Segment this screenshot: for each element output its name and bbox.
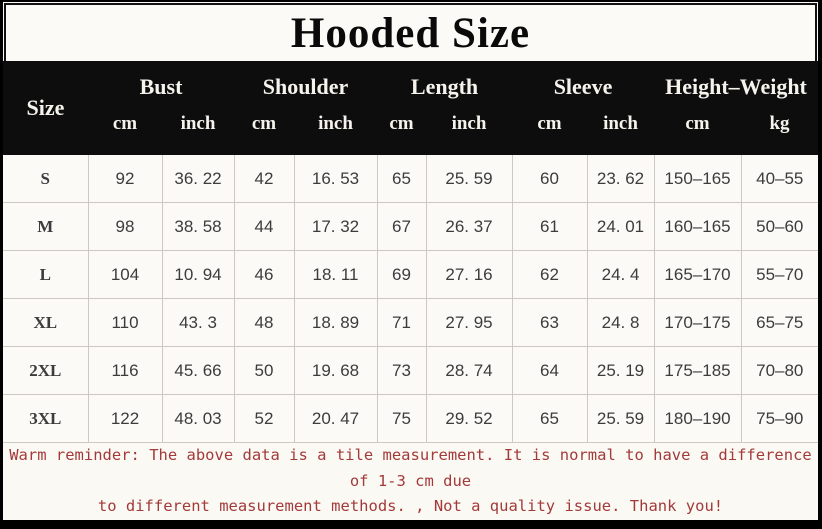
table-cell: 75–90 bbox=[740, 394, 818, 444]
table-cell: 17. 32 bbox=[293, 202, 378, 252]
unit-header: kg bbox=[741, 113, 818, 156]
table-cell: 38. 58 bbox=[161, 202, 235, 252]
table-row: S 92 36. 22 42 16. 53 65 25. 59 60 23. 6… bbox=[3, 155, 818, 204]
size-label: XL bbox=[3, 298, 89, 348]
table-cell: 25. 19 bbox=[586, 346, 655, 396]
table-row: M 98 38. 58 44 17. 32 67 26. 37 61 24. 0… bbox=[3, 202, 818, 252]
col-header-sleeve: Sleeve bbox=[512, 61, 655, 114]
table-cell: 65 bbox=[376, 155, 427, 204]
table-row: 2XL 116 45. 66 50 19. 68 73 28. 74 64 25… bbox=[3, 346, 818, 396]
table-cell: 25. 59 bbox=[586, 394, 655, 444]
table-cell: 62 bbox=[511, 250, 588, 300]
table-cell: 64 bbox=[511, 346, 588, 396]
table-cell: 150–165 bbox=[653, 155, 742, 204]
table-cell: 45. 66 bbox=[161, 346, 235, 396]
size-label: M bbox=[3, 202, 89, 252]
table-cell: 65 bbox=[511, 394, 588, 444]
chart-title: Hooded Size bbox=[290, 9, 531, 57]
unit-header: cm bbox=[88, 113, 162, 156]
table-cell: 116 bbox=[87, 346, 163, 396]
table-cell: 67 bbox=[376, 202, 427, 252]
table-cell: 42 bbox=[233, 155, 295, 204]
table-cell: 27. 95 bbox=[425, 298, 513, 348]
table-cell: 50 bbox=[233, 346, 295, 396]
size-label: S bbox=[3, 155, 89, 204]
chart-title-box: Hooded Size bbox=[4, 3, 817, 62]
table-body: S 92 36. 22 42 16. 53 65 25. 59 60 23. 6… bbox=[3, 155, 818, 444]
table-cell: 16. 53 bbox=[293, 155, 378, 204]
table-cell: 60 bbox=[511, 155, 588, 204]
table-cell: 63 bbox=[511, 298, 588, 348]
table-cell: 27. 16 bbox=[425, 250, 513, 300]
table-cell: 50–60 bbox=[740, 202, 818, 252]
table-cell: 40–55 bbox=[740, 155, 818, 204]
table-cell: 43. 3 bbox=[161, 298, 235, 348]
table-cell: 55–70 bbox=[740, 250, 818, 300]
table-cell: 69 bbox=[376, 250, 427, 300]
table-cell: 18. 11 bbox=[293, 250, 378, 300]
unit-header-row: cm inch cm inch cm inch cm inch cm kg bbox=[3, 113, 818, 156]
unit-header: cm bbox=[377, 113, 427, 156]
table-cell: 92 bbox=[87, 155, 163, 204]
unit-header: inch bbox=[587, 113, 655, 156]
table-cell: 26. 37 bbox=[425, 202, 513, 252]
table-cell: 29. 52 bbox=[425, 394, 513, 444]
unit-header: inch bbox=[162, 113, 235, 156]
unit-header: inch bbox=[426, 113, 513, 156]
table-cell: 104 bbox=[87, 250, 163, 300]
table-cell: 75 bbox=[376, 394, 427, 444]
table-cell: 98 bbox=[87, 202, 163, 252]
table-cell: 24. 4 bbox=[586, 250, 655, 300]
warm-reminder-note: Warm reminder: The above data is a tile … bbox=[3, 443, 818, 520]
table-cell: 18. 89 bbox=[293, 298, 378, 348]
warm-reminder-line1: Warm reminder: The above data is a tile … bbox=[9, 446, 812, 490]
table-cell: 48. 03 bbox=[161, 394, 235, 444]
table-cell: 23. 62 bbox=[586, 155, 655, 204]
table-cell: 46 bbox=[233, 250, 295, 300]
col-header-bust: Bust bbox=[88, 61, 235, 114]
table-cell: 44 bbox=[233, 202, 295, 252]
table-row: XL 110 43. 3 48 18. 89 71 27. 95 63 24. … bbox=[3, 298, 818, 348]
unit-header: cm bbox=[234, 113, 295, 156]
size-label: 3XL bbox=[3, 394, 89, 444]
col-header-height-weight: Height–Weight bbox=[654, 61, 818, 114]
table-header: Size Bust Shoulder Length Sleeve Height–… bbox=[3, 61, 818, 156]
size-table: Size Bust Shoulder Length Sleeve Height–… bbox=[3, 61, 818, 444]
table-cell: 25. 59 bbox=[425, 155, 513, 204]
col-header-length: Length bbox=[377, 61, 513, 114]
table-row: L 104 10. 94 46 18. 11 69 27. 16 62 24. … bbox=[3, 250, 818, 300]
table-cell: 160–165 bbox=[653, 202, 742, 252]
unit-header: cm bbox=[654, 113, 742, 156]
table-cell: 10. 94 bbox=[161, 250, 235, 300]
col-header-size: Size bbox=[3, 61, 88, 156]
table-cell: 36. 22 bbox=[161, 155, 235, 204]
table-cell: 20. 47 bbox=[293, 394, 378, 444]
table-cell: 24. 8 bbox=[586, 298, 655, 348]
group-header-row: Size Bust Shoulder Length Sleeve Height–… bbox=[3, 61, 818, 156]
size-label: 2XL bbox=[3, 346, 89, 396]
table-cell: 19. 68 bbox=[293, 346, 378, 396]
size-label: L bbox=[3, 250, 89, 300]
table-cell: 73 bbox=[376, 346, 427, 396]
table-cell: 24. 01 bbox=[586, 202, 655, 252]
table-cell: 122 bbox=[87, 394, 163, 444]
table-cell: 65–75 bbox=[740, 298, 818, 348]
table-cell: 165–170 bbox=[653, 250, 742, 300]
table-cell: 180–190 bbox=[653, 394, 742, 444]
table-cell: 61 bbox=[511, 202, 588, 252]
table-cell: 28. 74 bbox=[425, 346, 513, 396]
warm-reminder-line2: to different measurement methods. , Not … bbox=[97, 497, 724, 516]
unit-header: inch bbox=[294, 113, 378, 156]
table-cell: 71 bbox=[376, 298, 427, 348]
table-cell: 170–175 bbox=[653, 298, 742, 348]
unit-header: cm bbox=[512, 113, 588, 156]
table-row: 3XL 122 48. 03 52 20. 47 75 29. 52 65 25… bbox=[3, 394, 818, 444]
table-cell: 48 bbox=[233, 298, 295, 348]
table-cell: 110 bbox=[87, 298, 163, 348]
table-cell: 52 bbox=[233, 394, 295, 444]
table-cell: 175–185 bbox=[653, 346, 742, 396]
table-cell: 70–80 bbox=[740, 346, 818, 396]
col-header-shoulder: Shoulder bbox=[234, 61, 378, 114]
